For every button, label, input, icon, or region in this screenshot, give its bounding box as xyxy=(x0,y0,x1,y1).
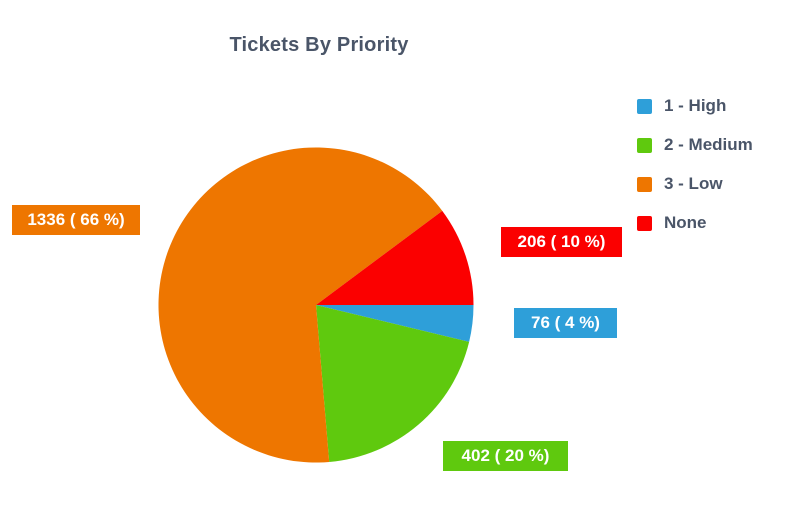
legend-label-high: 1 - High xyxy=(664,96,727,115)
legend-item-low[interactable]: 3 - Low xyxy=(637,174,753,194)
legend-swatch-medium-icon xyxy=(637,137,652,153)
legend-swatch-low-icon xyxy=(637,176,652,192)
slice-label-medium: 402 ( 20 %) xyxy=(443,441,568,471)
legend-swatch-high-icon xyxy=(637,98,652,114)
legend: 1 - High 2 - Medium 3 - Low None xyxy=(637,96,753,252)
pie-slice-low[interactable] xyxy=(158,147,443,463)
pie-slice-high[interactable] xyxy=(316,305,474,342)
legend-item-high[interactable]: 1 - High xyxy=(637,96,753,116)
chart-title: Tickets By Priority xyxy=(229,34,409,56)
slice-label-none: 206 ( 10 %) xyxy=(501,227,622,257)
legend-item-none[interactable]: None xyxy=(637,213,753,233)
pie-slice-medium[interactable] xyxy=(316,305,470,462)
legend-label-low: 3 - Low xyxy=(664,174,723,193)
slice-label-high: 76 ( 4 %) xyxy=(514,308,617,338)
legend-item-medium[interactable]: 2 - Medium xyxy=(637,135,753,155)
pie-slice-none[interactable] xyxy=(316,210,474,305)
legend-label-medium: 2 - Medium xyxy=(664,135,753,154)
legend-label-none: None xyxy=(664,213,707,232)
legend-swatch-none-icon xyxy=(637,215,652,231)
slice-label-low: 1336 ( 66 %) xyxy=(12,205,140,235)
